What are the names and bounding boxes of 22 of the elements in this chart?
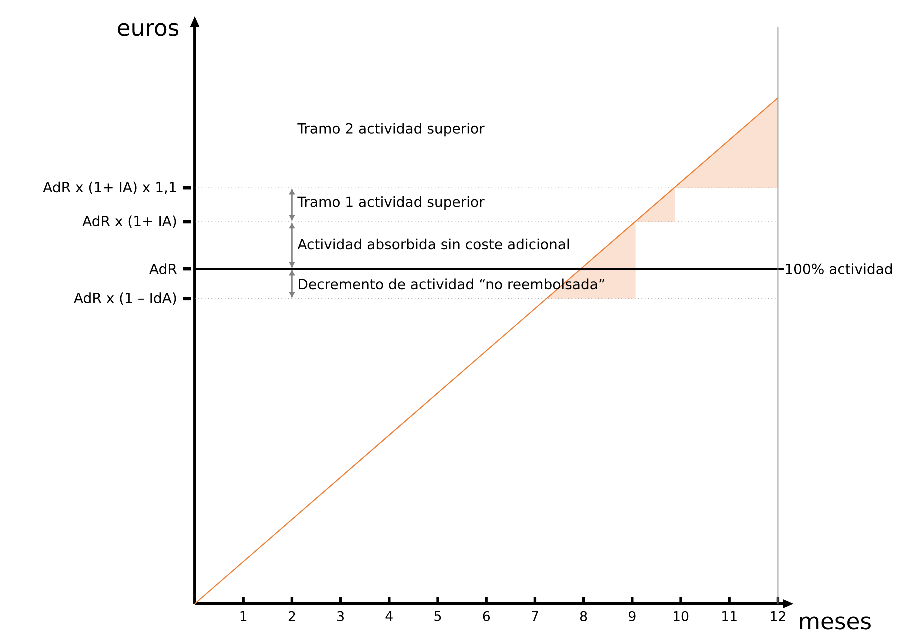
x-tick-label: 11 bbox=[722, 611, 737, 622]
x-tick-label: 12 bbox=[771, 611, 786, 622]
x-tick-label: 2 bbox=[288, 611, 296, 622]
ref-line-label: AdR x (1 – IdA) bbox=[74, 292, 176, 306]
x-tick-label: 1 bbox=[240, 611, 247, 622]
ref-line-label: AdR x (1+ IA) x 1,1 bbox=[43, 182, 176, 194]
x-tick-label: 10 bbox=[674, 611, 689, 622]
x-tick-label: 6 bbox=[483, 611, 490, 622]
annotation: Tramo 1 actividad superior bbox=[298, 196, 485, 210]
x-tick-label: 3 bbox=[338, 611, 344, 622]
annotation: Tramo 2 actividad superior bbox=[298, 123, 485, 137]
ref-line-label: AdR bbox=[150, 264, 178, 274]
annotation: 100% actividad bbox=[786, 264, 892, 274]
x-axis-title: meses bbox=[800, 616, 871, 630]
x-tick-label: 8 bbox=[580, 611, 588, 622]
x-tick-label: 7 bbox=[532, 611, 538, 622]
ref-line-label: AdR x (1+ IA) bbox=[82, 216, 176, 228]
x-tick-label: 9 bbox=[629, 611, 636, 622]
annotation: Actividad absorbida sin coste adicional bbox=[298, 238, 570, 250]
y-axis-title: euros bbox=[118, 23, 179, 36]
x-tick-label: 4 bbox=[386, 611, 393, 622]
x-tick-label: 5 bbox=[434, 611, 442, 622]
